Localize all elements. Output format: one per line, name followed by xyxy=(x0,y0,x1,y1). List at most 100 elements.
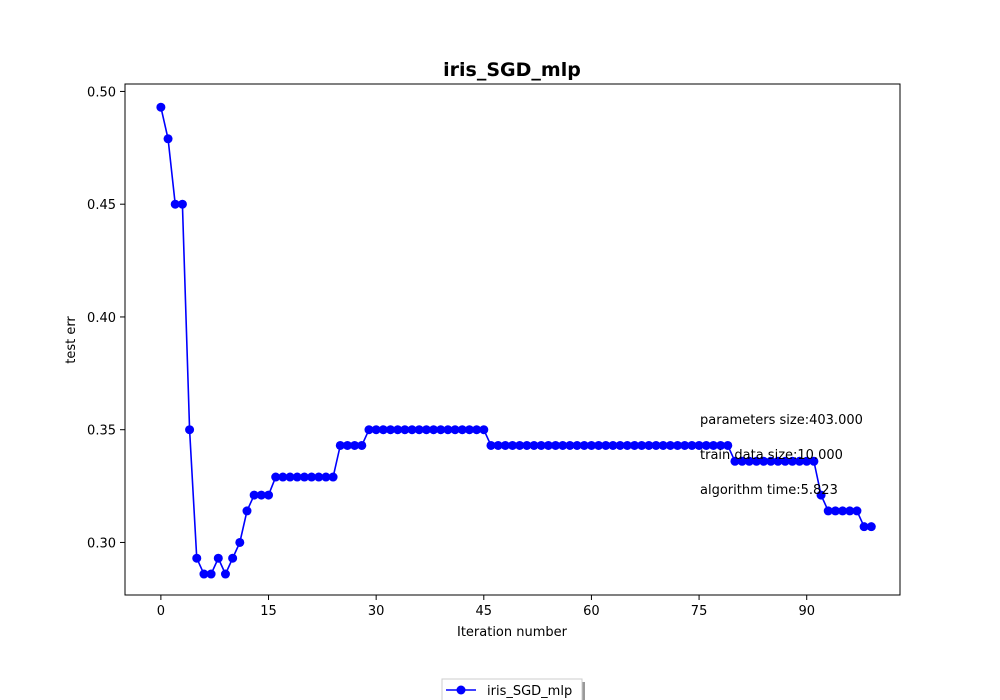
y-axis: 0.30 0.35 0.40 0.45 0.50 xyxy=(87,85,125,551)
data-point xyxy=(486,440,496,450)
data-point xyxy=(536,440,546,450)
data-point xyxy=(708,440,718,450)
plot-area-frame xyxy=(124,83,901,596)
data-point xyxy=(594,440,604,450)
data-point xyxy=(256,490,266,500)
data-point xyxy=(185,425,195,435)
y-tick-label: 0.45 xyxy=(87,198,116,213)
data-point xyxy=(421,425,431,435)
data-point xyxy=(565,440,575,450)
data-point xyxy=(156,102,166,112)
data-point xyxy=(213,553,223,563)
x-axis-label: Iteration number xyxy=(457,625,568,640)
data-point xyxy=(644,440,654,450)
data-point xyxy=(429,425,439,435)
data-point xyxy=(730,456,740,466)
data-point xyxy=(522,440,532,450)
data-point xyxy=(615,440,625,450)
data-point xyxy=(199,569,209,579)
data-point xyxy=(450,425,460,435)
data-point xyxy=(558,440,568,450)
data-point xyxy=(264,490,274,500)
data-point xyxy=(701,440,711,450)
data-point xyxy=(773,456,783,466)
data-point xyxy=(658,440,668,450)
data-point xyxy=(601,440,611,450)
data-point xyxy=(170,199,180,209)
data-point xyxy=(378,425,388,435)
data-point xyxy=(694,440,704,450)
data-point xyxy=(414,425,424,435)
chart-title: iris_SGD_mlp xyxy=(443,59,581,81)
data-point xyxy=(751,456,761,466)
data-point xyxy=(192,553,202,563)
data-point xyxy=(759,456,769,466)
data-point xyxy=(673,440,683,450)
data-point xyxy=(314,472,324,482)
x-tick-label: 30 xyxy=(368,604,385,619)
data-point xyxy=(629,440,639,450)
x-tick-label: 15 xyxy=(260,604,277,619)
data-point xyxy=(177,199,187,209)
data-point xyxy=(508,440,517,450)
x-axis: 0 15 30 45 60 75 90 xyxy=(157,595,815,619)
data-point xyxy=(292,472,302,482)
data-point xyxy=(543,440,553,450)
annotation-algorithm-time: algorithm time:5.823 xyxy=(700,483,838,498)
legend-box xyxy=(441,678,583,700)
data-point xyxy=(493,440,503,450)
data-point xyxy=(852,506,862,516)
data-point xyxy=(278,472,288,482)
annotation-parameters-size: parameters size:403.000 xyxy=(700,413,863,428)
data-point xyxy=(206,569,216,579)
data-point xyxy=(500,440,510,450)
data-point xyxy=(357,440,367,450)
x-tick-label: 45 xyxy=(476,604,493,619)
data-point xyxy=(809,456,819,466)
data-point xyxy=(393,425,403,435)
data-point xyxy=(838,506,848,516)
y-tick-label: 0.35 xyxy=(87,424,116,439)
y-tick-label: 0.50 xyxy=(87,85,116,100)
data-point xyxy=(321,472,331,482)
data-point xyxy=(364,425,374,435)
data-point xyxy=(866,522,876,532)
data-point xyxy=(307,472,317,482)
data-point xyxy=(766,456,776,466)
data-point xyxy=(651,440,661,450)
data-point xyxy=(443,425,453,435)
y-tick-label: 0.30 xyxy=(87,536,116,551)
data-point xyxy=(845,506,855,516)
data-point xyxy=(400,425,410,435)
data-point xyxy=(457,425,467,435)
annotation-train-data-size: train data size:10.000 xyxy=(700,448,843,463)
data-point xyxy=(816,490,826,500)
data-point xyxy=(299,472,309,482)
data-point xyxy=(622,440,632,450)
data-point xyxy=(787,456,797,466)
data-point xyxy=(163,134,173,144)
data-point xyxy=(335,440,345,450)
data-point xyxy=(586,440,596,450)
data-point xyxy=(271,472,281,482)
data-point xyxy=(285,472,295,482)
legend-label: iris_SGD_mlp xyxy=(487,684,572,699)
data-point xyxy=(350,440,360,450)
y-axis-label: test err xyxy=(64,316,79,364)
data-point xyxy=(249,490,259,500)
series-layer xyxy=(156,102,876,579)
data-point xyxy=(823,506,833,516)
x-tick-label: 90 xyxy=(798,604,815,619)
data-point xyxy=(572,440,582,450)
data-point xyxy=(680,440,690,450)
data-point xyxy=(436,425,446,435)
data-point xyxy=(342,440,352,450)
data-point xyxy=(830,506,840,516)
legend-marker-swatch xyxy=(456,685,466,695)
data-point xyxy=(407,425,417,435)
data-point xyxy=(665,440,675,450)
data-point xyxy=(479,425,489,435)
x-tick-label: 75 xyxy=(691,604,708,619)
data-point xyxy=(464,425,474,435)
